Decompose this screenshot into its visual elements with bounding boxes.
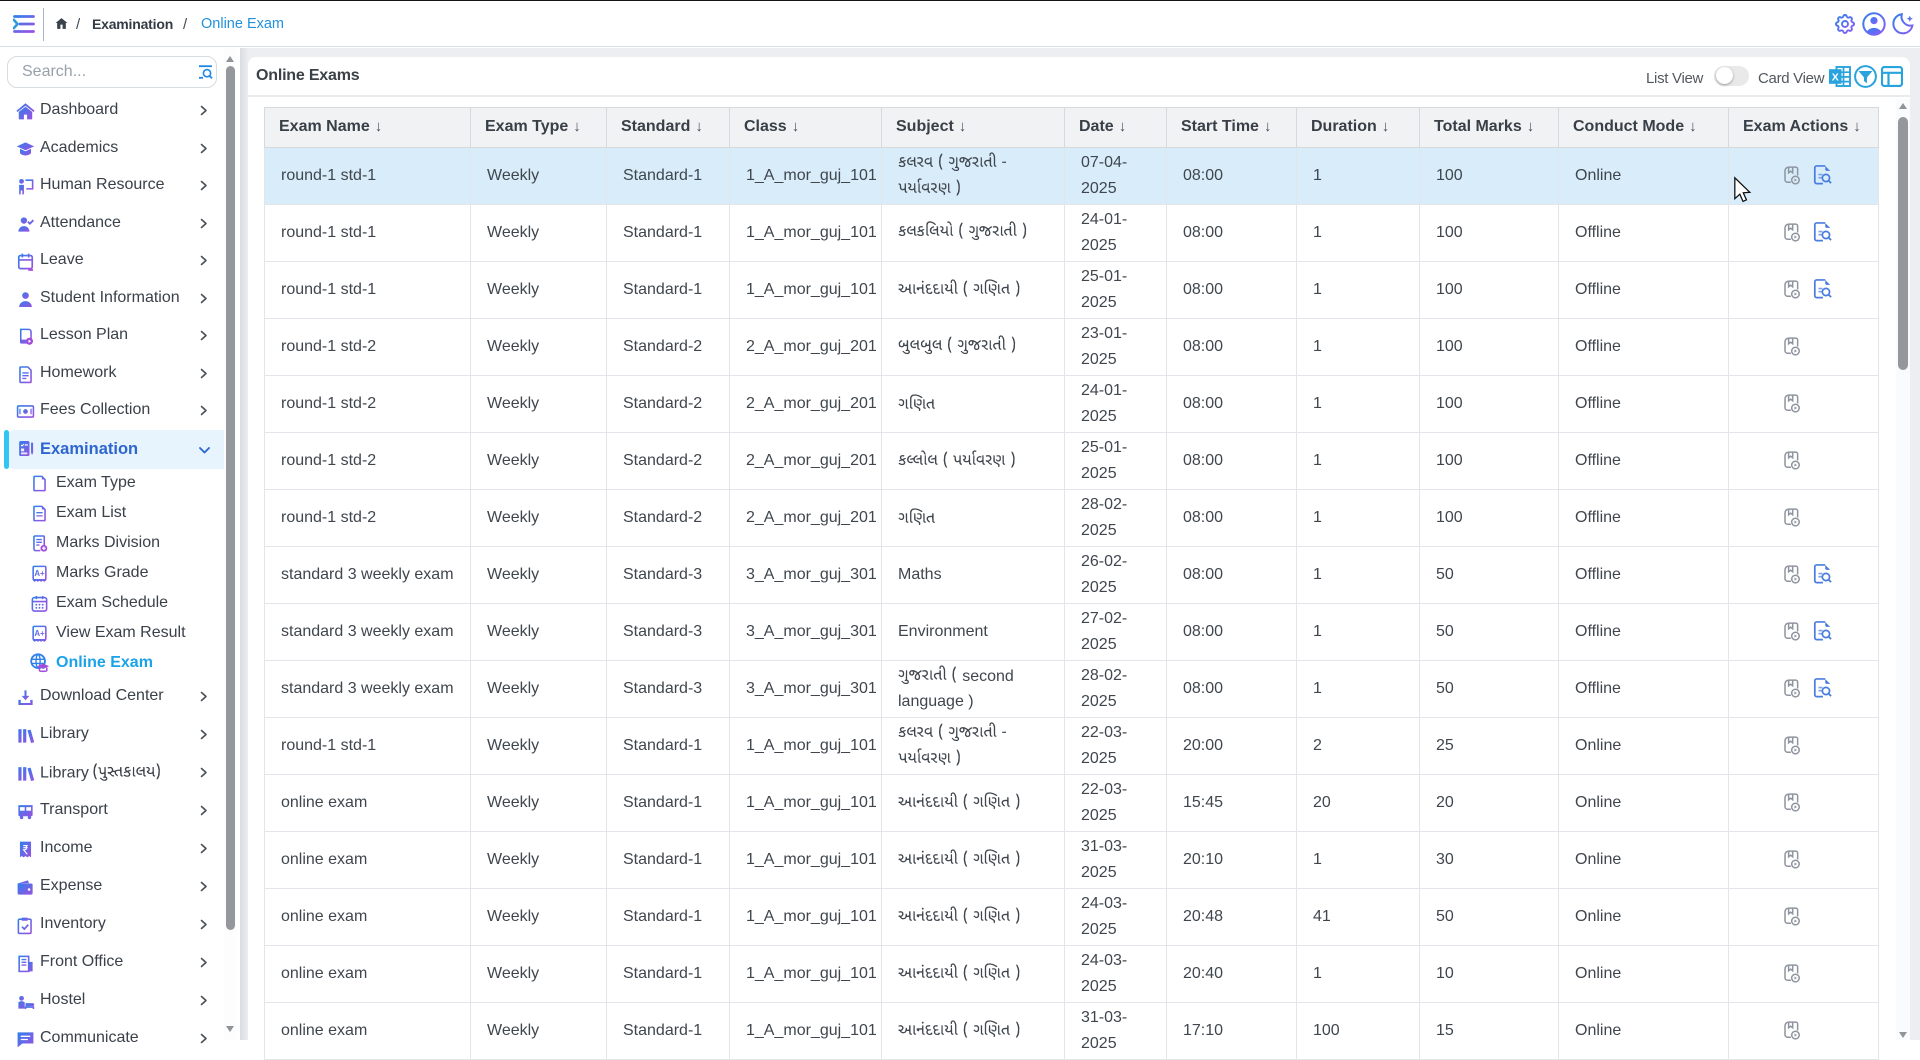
svg-text:X: X [1832, 71, 1839, 83]
svg-text:A+: A+ [34, 629, 45, 638]
svg-text:A+: A+ [34, 569, 45, 578]
